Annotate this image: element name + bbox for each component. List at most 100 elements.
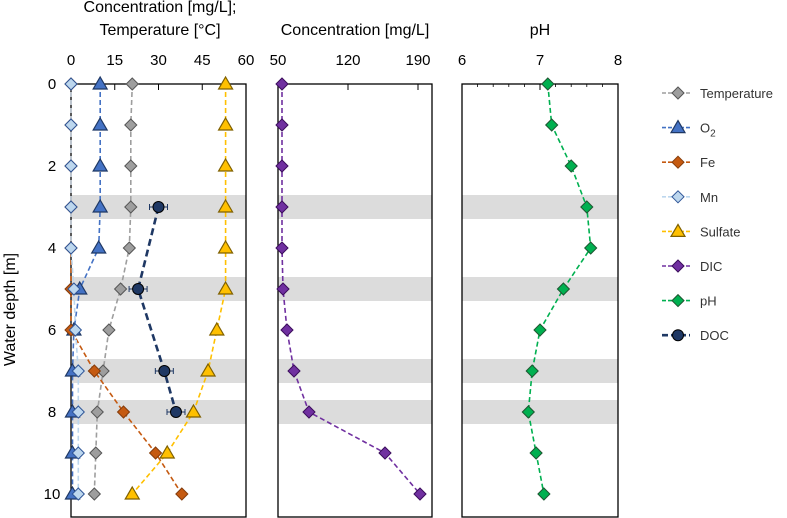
- point-temperature-9: [89, 446, 103, 460]
- shaded-depth-bands: [71, 195, 618, 424]
- point-ph-7: [525, 364, 539, 378]
- point-mn-10: [71, 487, 85, 501]
- point-ph-6: [533, 323, 547, 337]
- series-dic: [275, 77, 427, 501]
- legend-item-fe: Fe: [662, 155, 715, 170]
- point-mn-4: [64, 241, 78, 255]
- point-ph-10: [537, 487, 551, 501]
- x-tick-label-p1-1: 15: [106, 52, 123, 69]
- panel-title-p3-line-0: pH: [530, 22, 550, 39]
- legend-item-doc: DOC: [662, 328, 729, 343]
- point-dic-0: [275, 77, 289, 91]
- x-tick-label-p2-2: 190: [405, 52, 430, 69]
- point-temperature-2: [124, 159, 138, 173]
- series-ph: [521, 77, 598, 501]
- point-dic-10: [413, 487, 427, 501]
- y-tick-label-0: 0: [48, 76, 56, 93]
- legend-label-o: O2: [700, 121, 716, 140]
- point-o2-2: [92, 157, 109, 172]
- legend-label-main: pH: [700, 294, 717, 309]
- legend-label-mn: Mn: [700, 190, 718, 205]
- shaded-band-8m: [278, 400, 432, 424]
- panel-frame-p2: [277, 83, 433, 518]
- point-fe-8: [116, 405, 131, 419]
- legend-label-temperature: Temperature: [700, 86, 773, 101]
- x-tick-label-p2-1: 120: [335, 52, 360, 69]
- y-tick-label-1: 2: [48, 158, 56, 175]
- point-fe-7: [87, 364, 102, 378]
- point-sulfate-8: [185, 403, 202, 418]
- legend-item-o: O2: [662, 119, 716, 140]
- point-o2-1: [92, 116, 109, 131]
- shaded-band-5m: [278, 277, 432, 301]
- point-ph-3: [580, 200, 594, 214]
- legend-item-dic: DIC: [662, 259, 722, 274]
- point-sulfate-10: [124, 485, 141, 500]
- series-o2: [64, 75, 109, 500]
- point-dic-2: [275, 159, 289, 173]
- point-sulfate-0: [217, 75, 234, 90]
- shaded-band-3m: [278, 195, 432, 219]
- x-tick-label-p2-0: 50: [270, 52, 287, 69]
- legend-label-main: DIC: [700, 259, 722, 274]
- legend-label-doc: DOC: [700, 328, 729, 343]
- legend-label-main: Temperature: [700, 86, 773, 101]
- point-temperature-1: [124, 118, 138, 132]
- point-temperature-0: [125, 77, 139, 91]
- point-dic-8: [302, 405, 316, 419]
- legend-marker-ph: [671, 293, 685, 308]
- x-tick-label-p3-0: 6: [458, 52, 466, 69]
- x-tick-label-p1-2: 30: [150, 52, 167, 69]
- legend-marker-fe: [671, 155, 685, 169]
- point-sulfate-6: [208, 321, 225, 336]
- point-o2-0: [92, 75, 109, 90]
- shaded-band-3m: [462, 195, 618, 219]
- legend-item-ph: pH: [662, 294, 717, 309]
- point-dic-9: [378, 446, 392, 460]
- point-ph-9: [529, 446, 543, 460]
- point-temperature-10: [87, 487, 102, 501]
- y-axis-title: Water depth [m]: [2, 253, 19, 366]
- point-mn-1: [64, 118, 78, 132]
- x-tick-label-p3-2: 8: [614, 52, 622, 69]
- legend-marker-doc: [672, 329, 684, 342]
- shaded-band-8m: [462, 400, 618, 424]
- shaded-band-5m: [462, 277, 618, 301]
- point-sulfate-9: [159, 444, 176, 459]
- legend-item-temperature: Temperature: [662, 86, 773, 101]
- y-tick-label-3: 6: [48, 322, 56, 339]
- point-doc-0: [152, 201, 165, 213]
- panel-title-p1-line-0: Concentration [mg/L];: [84, 0, 237, 16]
- point-fe-10: [175, 487, 189, 501]
- series-mn: [64, 77, 85, 501]
- point-temperature-6: [102, 323, 116, 337]
- point-temperature-5: [113, 282, 128, 296]
- point-doc-2: [158, 365, 171, 377]
- point-o2-4: [90, 239, 107, 254]
- series-line-temperature: [93, 83, 134, 495]
- point-fe-9: [148, 446, 163, 460]
- legend-label-main: O: [700, 121, 710, 136]
- legend-label-dic: DIC: [700, 259, 722, 274]
- x-tick-label-p1-4: 60: [238, 52, 255, 69]
- legend-label-main: DOC: [700, 328, 729, 343]
- x-tick-label-p1-3: 45: [194, 52, 211, 69]
- legend-label-sulfate: Sulfate: [700, 224, 740, 239]
- point-mn-3: [64, 200, 78, 214]
- point-mn-0: [64, 77, 78, 91]
- series-sulfate: [124, 75, 234, 500]
- point-sulfate-3: [217, 198, 234, 213]
- point-mn-5: [67, 282, 81, 296]
- point-dic-3: [275, 200, 289, 214]
- y-tick-label-5: 10: [44, 486, 61, 503]
- point-mn-7: [71, 364, 85, 378]
- point-dic-1: [275, 118, 289, 132]
- point-ph-4: [583, 241, 598, 255]
- legend-item-sulfate: Sulfate: [662, 223, 740, 239]
- panel-title-p2-line-0: Concentration [mg/L]: [281, 22, 430, 39]
- x-tick-label-p1-0: 0: [67, 52, 75, 69]
- point-temperature-3: [124, 200, 138, 214]
- y-tick-label-2: 4: [48, 240, 56, 257]
- legend-marker-o: [669, 119, 687, 134]
